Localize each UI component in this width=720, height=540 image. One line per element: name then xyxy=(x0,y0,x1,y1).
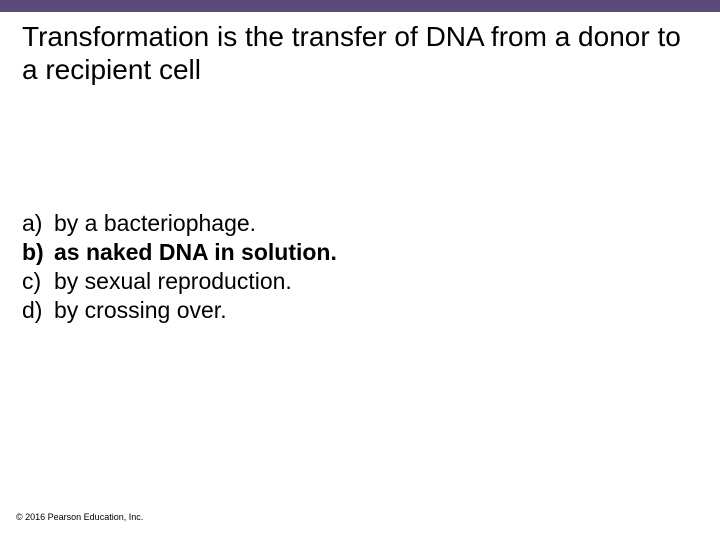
option-letter: d) xyxy=(22,297,54,324)
option-row: d) by crossing over. xyxy=(22,297,698,324)
option-text: by crossing over. xyxy=(54,297,227,324)
option-letter: b) xyxy=(22,239,54,266)
title-area: Transformation is the transfer of DNA fr… xyxy=(0,12,720,86)
option-row: b) as naked DNA in solution. xyxy=(22,239,698,266)
option-letter: a) xyxy=(22,210,54,237)
slide-title: Transformation is the transfer of DNA fr… xyxy=(22,20,698,86)
option-text: by sexual reproduction. xyxy=(54,268,292,295)
copyright-text: © 2016 Pearson Education, Inc. xyxy=(16,512,143,522)
option-text: by a bacteriophage. xyxy=(54,210,256,237)
option-row: c) by sexual reproduction. xyxy=(22,268,698,295)
option-row: a) by a bacteriophage. xyxy=(22,210,698,237)
option-letter: c) xyxy=(22,268,54,295)
option-text: as naked DNA in solution. xyxy=(54,239,337,266)
options-list: a) by a bacteriophage. b) as naked DNA i… xyxy=(22,210,698,326)
top-accent-bar xyxy=(0,0,720,12)
